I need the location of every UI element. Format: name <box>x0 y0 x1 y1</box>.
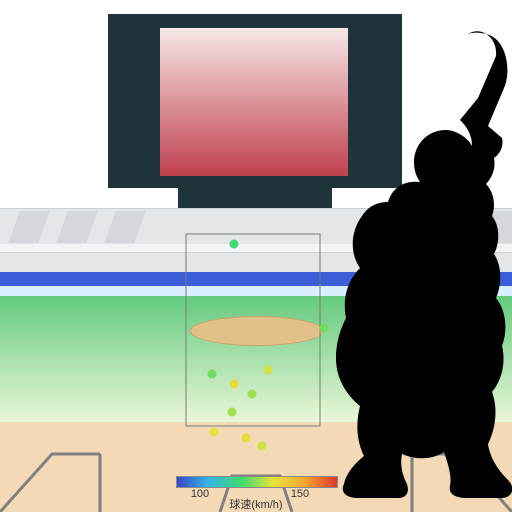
legend-caption: 球速(km/h) <box>206 496 306 512</box>
pitch-point <box>248 390 257 399</box>
pitch-point <box>210 428 219 437</box>
pitch-point <box>230 240 239 249</box>
pitch-point <box>208 370 217 379</box>
plate-line <box>0 454 100 512</box>
pitch-point <box>264 366 273 375</box>
pitch-location-chart: 100150球速(km/h) <box>0 0 512 512</box>
pitch-point <box>242 434 251 443</box>
pitch-point <box>228 408 237 417</box>
pitch-point <box>230 380 239 389</box>
pitch-point <box>258 442 267 451</box>
batter-silhouette <box>306 30 512 498</box>
